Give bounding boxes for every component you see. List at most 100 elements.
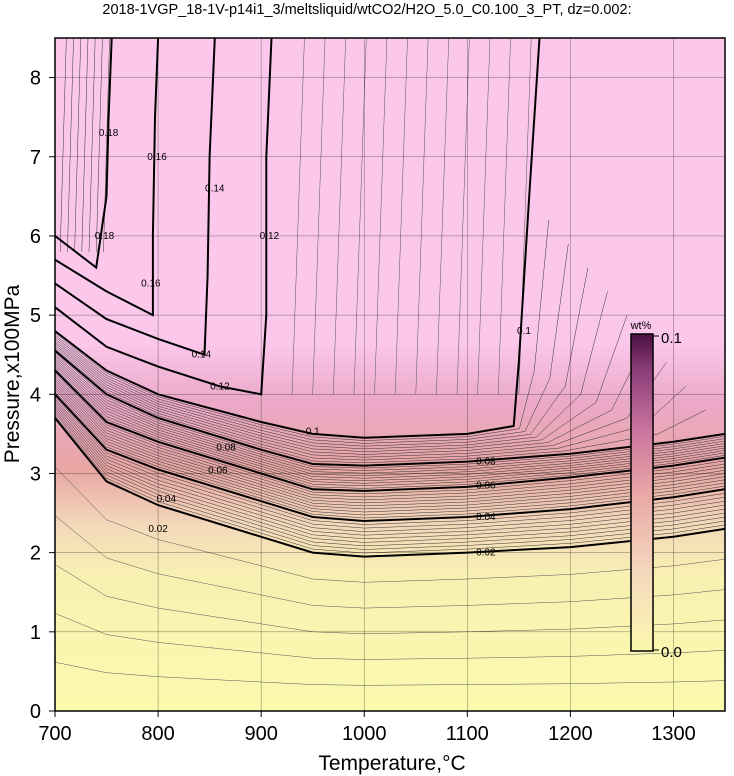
minor-contour — [55, 346, 686, 461]
minor-contour — [55, 358, 725, 476]
contour-line-0.18 — [55, 38, 113, 270]
minor-contour — [477, 38, 491, 395]
contour-label: 0.08 — [476, 457, 496, 468]
minor-contour — [55, 515, 725, 609]
minor-contour — [55, 403, 725, 536]
minor-contour — [291, 38, 305, 395]
colorbar-gradient — [630, 333, 654, 652]
minor-contour — [55, 366, 725, 487]
contour-line-0.14 — [55, 38, 216, 357]
colorbar-max-label: 0.1 — [661, 330, 682, 347]
minor-contour — [55, 360, 725, 479]
y-tick-label: 6 — [30, 226, 41, 248]
minor-contour — [55, 243, 569, 444]
minor-contour — [333, 38, 346, 395]
major-contour-lines — [55, 38, 725, 558]
y-tick-label: 2 — [30, 543, 41, 565]
minor-contour — [55, 364, 725, 484]
y-tick-label: 3 — [30, 463, 41, 485]
minor-contour — [55, 375, 725, 498]
x-tick-label: 1200 — [548, 723, 593, 745]
y-tick-label: 5 — [30, 305, 41, 327]
contour-label: 0.12 — [210, 381, 230, 392]
minor-contour — [55, 352, 725, 469]
y-tick-label: 1 — [30, 622, 41, 644]
colorbar: wt% 0.1 0.0 — [630, 320, 682, 661]
contour-label: 0.02 — [476, 548, 496, 559]
contour-line-0.04 — [55, 393, 725, 523]
x-tick-label: 700 — [38, 723, 71, 745]
minor-contour — [497, 38, 511, 395]
minor-contour — [55, 372, 725, 495]
minor-contour — [88, 38, 96, 252]
minor-contour — [55, 356, 725, 474]
minor-contour — [55, 387, 725, 513]
contour-line-0.1 — [55, 38, 541, 439]
contour-line-0.16 — [55, 38, 160, 317]
contour-labels: 0.02 0.02 0.04 0.04 0.06 0.06 0.08 0.08 0.1 0.1 0.… — [95, 128, 532, 559]
y-tick-label: 0 — [30, 701, 41, 723]
contour-line-0.12 — [55, 38, 273, 396]
contour-label: 0.12 — [260, 231, 280, 242]
minor-contour — [59, 38, 67, 252]
x-axis: 700 800 900 1000 1100 1200 1300 — [38, 711, 696, 745]
minor-contour — [55, 396, 725, 525]
minor-contour — [55, 344, 667, 458]
minor-contour — [55, 382, 725, 507]
y-tick-label: 4 — [30, 384, 41, 406]
y-axis-title: Pressure,x100MPa — [1, 284, 24, 463]
minor-contour — [55, 267, 589, 447]
contour-label: 0.14 — [192, 350, 212, 361]
minor-contour — [55, 391, 725, 519]
contour-label: 0.16 — [141, 278, 161, 289]
minor-contour — [55, 348, 706, 464]
x-tick-label: 1100 — [446, 723, 489, 745]
contour-label: 0.04 — [476, 512, 496, 523]
minor-contour — [55, 362, 725, 482]
minor-contour — [55, 220, 549, 441]
contour-line-0.06 — [55, 369, 725, 492]
contour-label: 0.18 — [99, 128, 119, 139]
minor-contour — [55, 408, 725, 543]
contour-label: 0.18 — [95, 231, 115, 242]
minor-contour — [55, 413, 725, 550]
minor-contour — [67, 38, 74, 252]
x-tick-label: 1000 — [342, 723, 387, 745]
minor-contour — [55, 415, 725, 554]
colorbar-unit: wt% — [630, 320, 652, 332]
x-tick-label: 1300 — [651, 723, 696, 745]
contour-label: 0.02 — [148, 524, 168, 535]
minor-contour — [55, 410, 725, 547]
contour-label: 0.06 — [476, 480, 496, 491]
contour-label: 0.1 — [517, 326, 531, 337]
contour-label: 0.08 — [216, 442, 236, 453]
contour-label: 0.04 — [157, 494, 177, 505]
minor-contour — [55, 384, 725, 510]
minor-contour — [55, 291, 608, 450]
minor-contour — [81, 38, 89, 252]
minor-contour — [436, 38, 450, 395]
contour-label: 0.14 — [205, 183, 225, 194]
contour-label: 0.16 — [147, 152, 167, 163]
minor-contour — [55, 377, 725, 501]
minor-contour — [95, 38, 103, 252]
minor-contour — [55, 466, 725, 583]
minor-contour — [55, 354, 725, 471]
minor-contour — [415, 38, 429, 395]
minor-contour — [55, 661, 725, 686]
minor-contour-lines — [55, 38, 725, 686]
contour-label: 0.1 — [306, 427, 320, 438]
minor-contour — [374, 38, 388, 395]
minor-contour — [55, 368, 725, 489]
y-tick-label: 7 — [30, 147, 41, 169]
colorbar-min-label: 0.0 — [661, 644, 682, 661]
minor-contour — [55, 401, 725, 532]
minor-contour — [74, 38, 82, 252]
chart-title: 2018-1VGP_18-1V-p14i1_3/meltsliquid/wtCO… — [102, 2, 632, 18]
x-tick-label: 900 — [244, 723, 277, 745]
x-axis-title: Temperature,°C — [318, 752, 465, 775]
minor-contour — [55, 398, 725, 529]
y-axis: 0 1 2 3 4 5 6 7 8 — [30, 68, 55, 723]
minor-contour — [55, 564, 725, 635]
x-tick-label: 800 — [141, 723, 174, 745]
